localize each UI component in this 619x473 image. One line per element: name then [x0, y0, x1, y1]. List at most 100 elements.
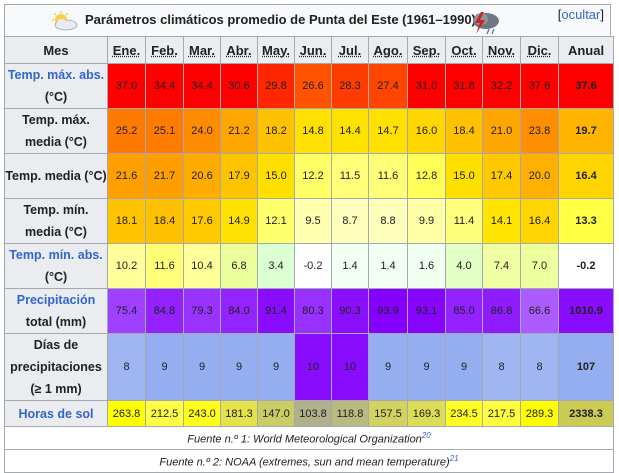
value-cell: 18.1 — [107, 198, 146, 244]
month-aug: Ago. — [368, 36, 408, 64]
value-cell: 34.4 — [145, 63, 184, 109]
value-cell: 28.3 — [331, 63, 369, 109]
value-cell: -0.2 — [294, 243, 332, 289]
value-cell: 8 — [482, 333, 521, 401]
month-may: May. — [257, 36, 295, 64]
value-cell: 32.2 — [482, 63, 521, 109]
source-row: Fuente n.º 1: World Meteorological Organ… — [4, 426, 614, 450]
value-cell: 14.8 — [294, 108, 332, 154]
annual-cell: 13.3 — [558, 198, 614, 244]
month-sep: Sep. — [407, 36, 446, 64]
value-cell: 27.4 — [368, 63, 408, 109]
value-cell: 9 — [220, 333, 258, 401]
value-cell: 11.4 — [445, 198, 483, 244]
month-header: Mes — [4, 36, 108, 64]
row-header-label: Días de precipitaciones (≥ 1 mm) — [10, 338, 102, 396]
value-cell: 10.2 — [107, 243, 146, 289]
value-cell: 23.8 — [520, 108, 559, 154]
row-header: Temp. máx. media (°C) — [4, 108, 108, 154]
row-header-link[interactable]: Temp. mín. abs. — [9, 248, 103, 262]
row-header-link[interactable]: Horas de sol — [18, 406, 94, 421]
value-cell: 25.2 — [107, 108, 146, 154]
value-cell: 75.4 — [107, 288, 146, 334]
partly-cloudy-icon — [52, 11, 78, 31]
value-cell: 37.0 — [107, 63, 146, 109]
source-row: Fuente n.º 2: NOAA (extremes, sun and me… — [4, 449, 614, 473]
value-cell: 26.6 — [294, 63, 332, 109]
row-header-link[interactable]: Precipitación — [16, 293, 96, 307]
value-cell: 21.6 — [107, 153, 146, 199]
value-cell: 10 — [294, 333, 332, 401]
value-cell: 25.1 — [145, 108, 184, 154]
month-apr: Abr. — [220, 36, 258, 64]
value-cell: 79.3 — [183, 288, 221, 334]
month-jan: Ene. — [107, 36, 146, 64]
climate-table: Mes Ene. Feb. Mar. Abr. May. Jun. Jul. A… — [4, 36, 614, 473]
value-cell: 20.6 — [183, 153, 221, 199]
data-row: Temp. media (°C) 21.6 21.7 20.6 17.9 15.0 12.2… — [4, 153, 614, 199]
value-cell: 21.2 — [220, 108, 258, 154]
value-cell: 91.4 — [257, 288, 295, 334]
annual-cell: 19.7 — [558, 108, 614, 154]
value-cell: 9.9 — [407, 198, 446, 244]
annual-cell: 2338.3 — [558, 400, 614, 427]
annual-header: Anual — [558, 36, 614, 64]
data-row: Temp. máx. media (°C) 25.2 25.1 24.0 21.2 18.… — [4, 108, 614, 154]
value-cell: 93.9 — [368, 288, 408, 334]
hide-toggle[interactable]: [ocultar] — [557, 7, 604, 22]
value-cell: 17.6 — [183, 198, 221, 244]
value-cell: 6.8 — [220, 243, 258, 289]
row-header-label: total (mm) — [25, 315, 87, 329]
table-title: Parámetros climáticos promedio de Punta … — [85, 12, 476, 27]
value-cell: 9 — [445, 333, 483, 401]
data-row: Días de precipitaciones (≥ 1 mm) 8 9 9 9 9 10 1… — [4, 333, 614, 401]
value-cell: 169.3 — [407, 400, 446, 427]
value-cell: 11.6 — [368, 153, 408, 199]
value-cell: 18.4 — [145, 198, 184, 244]
reference-link[interactable]: 20 — [421, 430, 431, 440]
climate-table-box: Parámetros climáticos promedio de Punta … — [4, 4, 614, 473]
value-cell: 18.4 — [445, 108, 483, 154]
data-row: Temp. mín. abs. (°C) 10.2 11.6 10.4 6.8 3.4 -0… — [4, 243, 614, 289]
annual-cell: 37.6 — [558, 63, 614, 109]
row-header-link[interactable]: Temp. máx. abs. — [7, 68, 105, 82]
header-row: Mes Ene. Feb. Mar. Abr. May. Jun. Jul. A… — [4, 36, 614, 64]
row-header: Precipitación total (mm) — [4, 288, 108, 334]
value-cell: 21.0 — [482, 108, 521, 154]
value-cell: 7.0 — [520, 243, 559, 289]
value-cell: 16.4 — [520, 198, 559, 244]
row-header-label: Temp. mín. media (°C) — [23, 203, 89, 239]
value-cell: 212.5 — [145, 400, 184, 427]
value-cell: 34.4 — [183, 63, 221, 109]
value-cell: 30.6 — [220, 63, 258, 109]
value-cell: 234.5 — [445, 400, 483, 427]
value-cell: 10.4 — [183, 243, 221, 289]
value-cell: 8 — [107, 333, 146, 401]
row-header: Temp. mín. media (°C) — [4, 198, 108, 244]
value-cell: 289.3 — [520, 400, 559, 427]
value-cell: 66.6 — [520, 288, 559, 334]
row-header-label: (°C) — [44, 90, 68, 104]
value-cell: 10 — [331, 333, 369, 401]
value-cell: 80.3 — [294, 288, 332, 334]
value-cell: 21.7 — [145, 153, 184, 199]
annual-cell: 16.4 — [558, 153, 614, 199]
value-cell: 14.7 — [368, 108, 408, 154]
value-cell: 14.1 — [482, 198, 521, 244]
value-cell: 4.0 — [445, 243, 483, 289]
value-cell: 9 — [368, 333, 408, 401]
value-cell: 12.8 — [407, 153, 446, 199]
value-cell: 9.5 — [294, 198, 332, 244]
value-cell: 8.8 — [368, 198, 408, 244]
row-header-label: (°C) — [44, 270, 68, 284]
value-cell: 85.0 — [445, 288, 483, 334]
value-cell: 11.5 — [331, 153, 369, 199]
value-cell: 8 — [520, 333, 559, 401]
source-note: Fuente n.º 2: NOAA (extremes, sun and me… — [4, 449, 614, 473]
value-cell: 17.4 — [482, 153, 521, 199]
value-cell: 7.4 — [482, 243, 521, 289]
hide-link[interactable]: ocultar — [561, 7, 601, 22]
reference-link[interactable]: 21 — [449, 453, 459, 463]
month-jun: Jun. — [294, 36, 332, 64]
value-cell: 9 — [145, 333, 184, 401]
